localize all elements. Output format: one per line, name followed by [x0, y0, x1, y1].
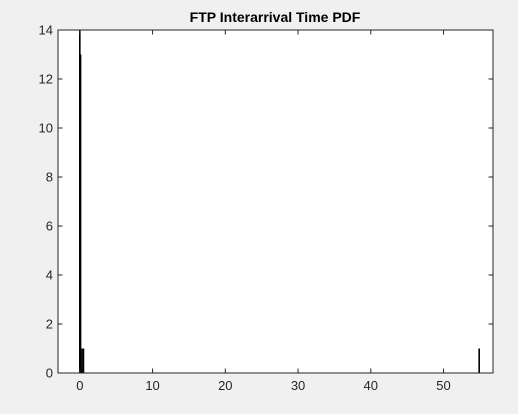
y-tick-label: 4: [46, 268, 53, 283]
plot-area: [58, 30, 493, 373]
y-tick-label: 10: [39, 121, 53, 136]
axes-box: [57, 29, 494, 374]
x-tick-label: 0: [76, 378, 83, 393]
histogram-bar: [82, 348, 85, 373]
bars-layer: [79, 30, 480, 373]
histogram-bar: [79, 54, 82, 373]
y-tick-label: 2: [46, 317, 53, 332]
histogram-bar: [478, 348, 480, 373]
chart-title: FTP Interarrival Time PDF: [190, 9, 361, 25]
histogram-bar: [81, 348, 83, 373]
y-tick-label: 12: [39, 72, 53, 87]
x-tick-label: 40: [364, 378, 378, 393]
x-tick-label: 20: [218, 378, 232, 393]
y-tick-label: 6: [46, 219, 53, 234]
x-tick-label: 50: [436, 378, 450, 393]
y-tick-label: 8: [46, 170, 53, 185]
x-tick-label: 10: [145, 378, 159, 393]
axes-layer: 0 10 20 30 40 50 0 2 4 6 8 10 12 14: [39, 23, 494, 393]
y-tick-label: 0: [46, 366, 53, 381]
y-tick-label: 14: [39, 23, 53, 38]
x-tick-label: 30: [291, 378, 305, 393]
